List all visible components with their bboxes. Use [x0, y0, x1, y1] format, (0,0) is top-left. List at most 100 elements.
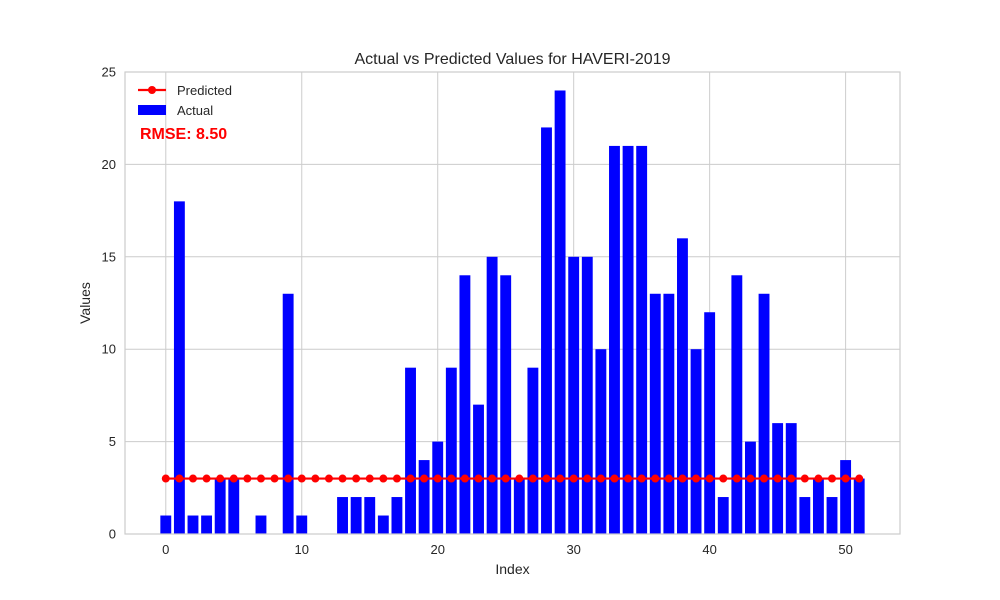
bar [201, 515, 213, 534]
bar [853, 478, 865, 534]
legend-actual-swatch [138, 105, 166, 115]
chart-title: Actual vs Predicted Values for HAVERI-20… [355, 51, 671, 68]
predicted-point [569, 474, 578, 483]
predicted-point [841, 474, 850, 483]
predicted-point [501, 474, 510, 483]
predicted-point [188, 474, 197, 483]
bar [405, 367, 416, 534]
predicted-point [556, 474, 565, 483]
bar [690, 349, 702, 534]
bar [432, 441, 444, 534]
x-axis-label: Index [495, 561, 529, 577]
plot-area [125, 72, 900, 534]
bar [418, 460, 430, 534]
bar [745, 441, 756, 534]
bar [160, 515, 172, 534]
predicted-point [651, 474, 660, 483]
predicted-point [324, 474, 333, 483]
x-tick-label: 20 [430, 542, 444, 557]
bar [445, 367, 457, 534]
predicted-point [583, 474, 592, 483]
bar [350, 497, 362, 534]
predicted-point [202, 474, 211, 483]
bar [541, 127, 552, 534]
bar [486, 256, 498, 534]
predicted-point [773, 474, 782, 483]
predicted-point [433, 474, 442, 483]
bar [377, 515, 389, 534]
predicted-point [297, 474, 306, 483]
predicted-point [515, 474, 524, 483]
predicted-point [787, 474, 796, 483]
legend: Predicted Actual [138, 83, 232, 118]
bar [609, 145, 620, 535]
bar [677, 238, 688, 534]
predicted-point [243, 474, 252, 483]
bar [663, 293, 675, 534]
y-tick-label: 10 [102, 342, 116, 357]
x-tick-label: 0 [162, 542, 169, 557]
predicted-point [746, 474, 755, 483]
bar [581, 256, 593, 534]
rmse-annotation: RMSE: 8.50 [140, 126, 227, 143]
bar [228, 478, 240, 534]
bar [622, 145, 634, 535]
predicted-point [392, 474, 401, 483]
bar [812, 478, 824, 534]
bar [391, 497, 403, 534]
y-tick-label: 20 [102, 157, 116, 172]
predicted-point [216, 474, 225, 483]
bar [758, 293, 770, 534]
predicted-point [624, 474, 633, 483]
bar [459, 275, 471, 534]
predicted-line [161, 474, 864, 483]
predicted-point [800, 474, 809, 483]
predicted-point [256, 474, 265, 483]
legend-predicted-label: Predicted [177, 83, 232, 98]
y-axis-label: Values [77, 282, 93, 324]
predicted-point [814, 474, 823, 483]
predicted-point [637, 474, 646, 483]
predicted-point [161, 474, 170, 483]
bar [364, 497, 376, 534]
plot-frame [124, 71, 901, 535]
predicted-point [488, 474, 497, 483]
bar [826, 497, 838, 534]
predicted-point [311, 474, 320, 483]
predicted-point [528, 474, 537, 483]
bar [636, 145, 648, 535]
predicted-point [229, 474, 238, 483]
predicted-point [692, 474, 701, 483]
bar [731, 275, 743, 534]
y-tick-label: 25 [102, 65, 116, 80]
predicted-point [284, 474, 293, 483]
bar [649, 293, 661, 534]
predicted-point [760, 474, 769, 483]
bar [717, 497, 729, 534]
predicted-point [828, 474, 837, 483]
bar [595, 349, 607, 534]
bar [473, 404, 484, 534]
predicted-point [420, 474, 429, 483]
predicted-point [270, 474, 279, 483]
bar [704, 312, 716, 534]
predicted-point [732, 474, 741, 483]
predicted-point [596, 474, 605, 483]
bar [568, 256, 580, 534]
x-tick-label: 50 [838, 542, 852, 557]
predicted-point [460, 474, 469, 483]
bar [214, 478, 226, 534]
bar [187, 515, 199, 534]
x-tick-label: 10 [295, 542, 309, 557]
y-tick-label: 0 [109, 527, 116, 542]
predicted-point [678, 474, 687, 483]
bar [337, 497, 348, 534]
x-tick-labels: 0 10 20 30 40 50 [162, 542, 853, 557]
predicted-point [542, 474, 551, 483]
predicted-point [474, 474, 483, 483]
bar [799, 497, 811, 534]
predicted-point [379, 474, 388, 483]
bar [513, 478, 525, 534]
predicted-point [610, 474, 619, 483]
